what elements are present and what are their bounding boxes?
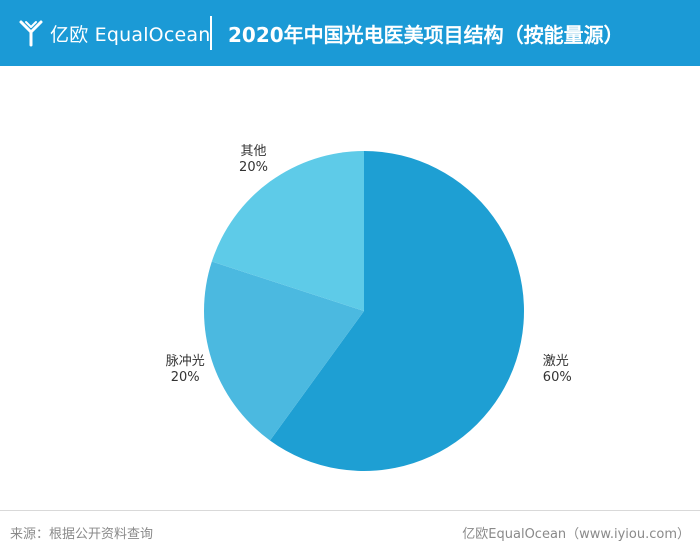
pie-slice-1: [269, 151, 525, 471]
slice-label-value-3: 20%: [239, 160, 268, 175]
slice-label-value-2: 20%: [171, 370, 200, 385]
brand-logo: 亿欧 EqualOcean: [18, 16, 210, 50]
source-note: 来源：根据公开资料查询: [10, 527, 154, 542]
slice-label-name-3: 其他: [240, 144, 266, 159]
footer-credit: 亿欧EqualOcean（www.iyiou.com）: [462, 527, 690, 542]
slice-label-value-1: 60%: [543, 370, 572, 385]
logo-text: 亿欧 EqualOcean: [50, 23, 211, 46]
pie-slice-2: [204, 261, 364, 441]
footer-divider: [0, 510, 700, 511]
pie-slice-3: [211, 151, 364, 311]
chart-title: 2020年中国光电医美项目结构（按能量源）: [228, 23, 624, 47]
slice-label-name-2: 脉冲光: [166, 354, 205, 369]
header-bar: 亿欧 EqualOcean 2020年中国光电医美项目结构（按能量源）: [0, 0, 700, 66]
slice-label-name-1: 激光: [543, 354, 569, 369]
chart-area: 激光 60% 脉冲光 20% 其他 20%: [0, 66, 700, 510]
equalocean-logo-icon: [19, 20, 43, 47]
header-divider: [210, 16, 212, 50]
